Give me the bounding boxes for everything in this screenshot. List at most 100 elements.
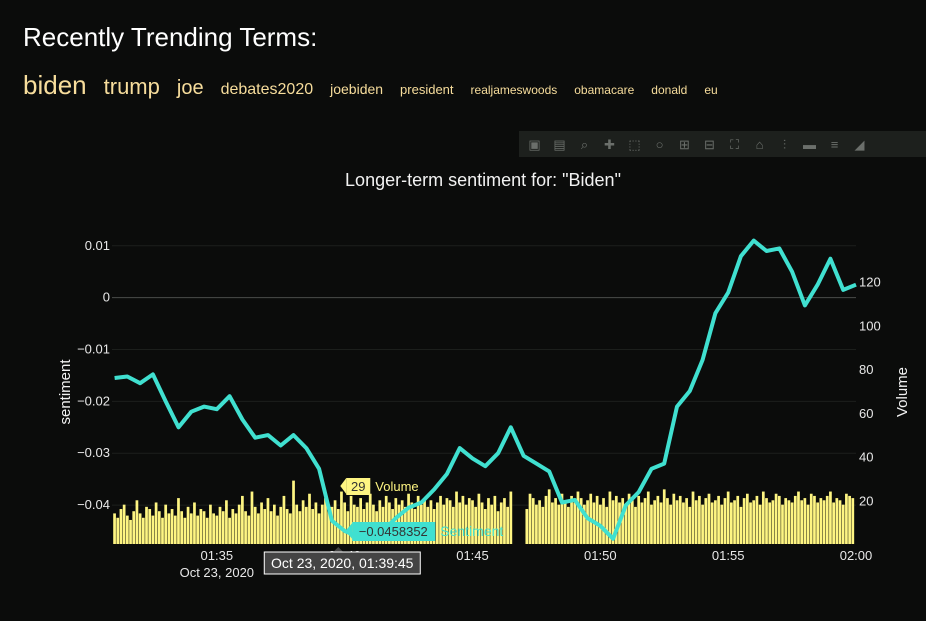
volume-bar xyxy=(602,498,605,544)
y2-tick-label: 100 xyxy=(859,318,881,333)
x-tick-sublabel: Oct 23, 2020 xyxy=(180,565,254,580)
logo-icon[interactable]: ◢ xyxy=(854,136,865,152)
chart-title: Longer-term sentiment for: "Biden" xyxy=(345,170,621,190)
volume-bar xyxy=(503,498,506,544)
sentiment-hover-value: −0.0458352 xyxy=(359,524,428,539)
volume-bar xyxy=(148,509,152,544)
volume-bar xyxy=(829,491,832,544)
pan-icon[interactable]: ✚ xyxy=(604,136,615,152)
volume-bar xyxy=(394,498,398,544)
trending-term-president[interactable]: president xyxy=(400,82,454,97)
trending-term-obamacare[interactable]: obamacare xyxy=(574,83,635,97)
trending-term-joebiden[interactable]: joebiden xyxy=(330,81,384,97)
x-tick-label: 02:00 xyxy=(840,548,873,563)
volume-bar xyxy=(777,495,781,544)
trending-term-debates2020[interactable]: debates2020 xyxy=(220,81,314,98)
volume-bar xyxy=(758,504,762,544)
y-tick-label: −0.03 xyxy=(77,445,110,460)
autoscale-icon[interactable]: ⛶ xyxy=(729,136,740,152)
volume-bar xyxy=(359,498,362,544)
volume-bar xyxy=(560,493,564,544)
volume-bar xyxy=(132,511,136,544)
volume-bar xyxy=(154,502,158,544)
volume-bar xyxy=(704,498,708,544)
volume-bar xyxy=(183,517,187,544)
volume-bar xyxy=(327,511,331,544)
lasso-icon[interactable]: ○ xyxy=(655,136,664,152)
trending-term-trump[interactable]: trump xyxy=(103,74,160,99)
sentiment-hover-name: Sentiment xyxy=(440,523,503,539)
hover-compare-icon[interactable]: ≡ xyxy=(830,136,839,152)
volume-bar xyxy=(298,511,302,544)
trending-term-donald[interactable]: donald xyxy=(651,83,688,97)
save-icon[interactable]: ▤ xyxy=(553,136,566,152)
volume-bar xyxy=(138,513,142,544)
trending-term-joe[interactable]: joe xyxy=(176,77,204,99)
volume-bar xyxy=(733,500,736,544)
volume-bar xyxy=(247,515,251,544)
volume-bar xyxy=(614,495,618,544)
sentiment-chart[interactable]: Longer-term sentiment for: "Biden" 0.01 0 −… xyxy=(0,160,926,621)
volume-bar xyxy=(467,498,471,544)
volume-bar xyxy=(774,493,778,544)
volume-bar xyxy=(547,489,551,544)
home-icon[interactable]: ⌂ xyxy=(755,136,764,152)
volume-bar xyxy=(122,504,126,544)
volume-bar xyxy=(819,498,823,544)
x-tick-label: 01:55 xyxy=(712,548,745,563)
volume-bar xyxy=(803,498,807,544)
sentiment-hover-box xyxy=(352,522,436,541)
zoom-out-icon[interactable]: ⊟ xyxy=(704,136,715,152)
sentiment-hover-pointer xyxy=(345,523,353,539)
y-tick-label: −0.02 xyxy=(77,393,110,408)
volume-bar xyxy=(742,498,746,544)
trending-term-eu[interactable]: eu xyxy=(704,83,718,97)
volume-bar xyxy=(771,500,775,544)
volume-bar xyxy=(129,519,132,544)
volume-bar xyxy=(605,506,609,544)
volume-bar xyxy=(250,491,254,544)
volume-bar xyxy=(266,498,270,544)
camera-icon[interactable]: ▣ xyxy=(528,136,541,152)
volume-bar xyxy=(544,495,548,544)
x-tick-label: 01:50 xyxy=(584,548,617,563)
volume-bar xyxy=(186,506,190,544)
volume-bar xyxy=(688,506,692,544)
volume-bar xyxy=(640,502,644,544)
volume-bar xyxy=(125,515,129,544)
volume-bar xyxy=(189,513,193,544)
zoom-in-icon[interactable]: ⊞ xyxy=(679,136,690,152)
trending-term-realjameswoods[interactable]: realjameswoods xyxy=(470,83,558,97)
volume-bar xyxy=(234,513,238,544)
volume-bar xyxy=(672,493,676,544)
volume-bar xyxy=(761,491,765,544)
volume-bar xyxy=(768,502,772,544)
volume-bar xyxy=(330,506,334,544)
volume-bar xyxy=(646,491,650,544)
hover-closest-icon[interactable]: ▬ xyxy=(803,136,816,152)
zoom-icon[interactable]: ⌕ xyxy=(580,136,589,152)
volume-bar xyxy=(343,502,347,544)
volume-bar xyxy=(346,511,350,544)
volume-bar xyxy=(135,500,139,544)
volume-bar xyxy=(177,498,180,544)
y-tick-label: 0 xyxy=(103,290,110,305)
volume-bar xyxy=(263,509,267,544)
volume-bar xyxy=(637,495,641,544)
volume-bar xyxy=(260,502,263,544)
volume-bar xyxy=(435,502,439,544)
trending-term-biden[interactable]: biden xyxy=(23,70,87,100)
volume-bar xyxy=(416,495,420,544)
y2-tick-label: 60 xyxy=(859,406,873,421)
volume-bar xyxy=(231,509,235,544)
chart-modebar: ▣ ▤ ⌕ ✚ ⬚ ○ ⊞ ⊟ ⛶ ⌂ ⫶ ▬ ≡ ◢ xyxy=(519,131,926,157)
volume-bar xyxy=(666,498,669,544)
volume-bar xyxy=(841,504,845,544)
volume-bar xyxy=(193,502,196,544)
volume-bar xyxy=(471,500,474,544)
box-select-icon[interactable]: ⬚ xyxy=(628,136,641,152)
volume-bar xyxy=(215,515,219,544)
volume-bar xyxy=(541,506,545,544)
y2-tick-label: 120 xyxy=(859,275,881,290)
spike-lines-icon[interactable]: ⫶ xyxy=(782,136,787,152)
